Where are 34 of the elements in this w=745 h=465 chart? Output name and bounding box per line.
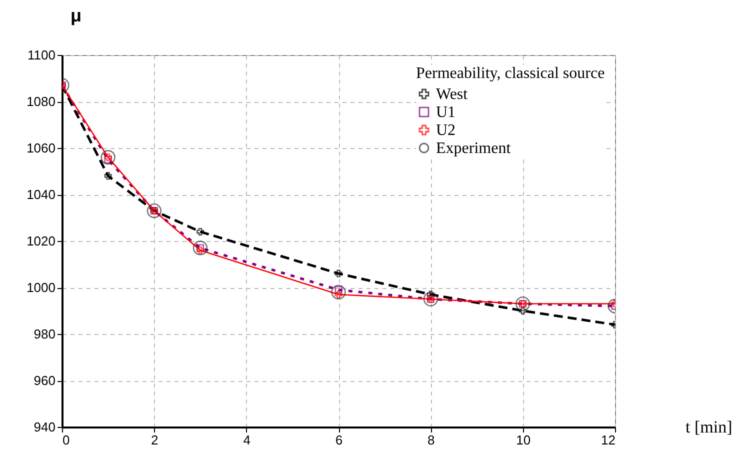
point: [146, 203, 162, 218]
point: [331, 284, 346, 300]
point: [519, 306, 527, 315]
legend-label: Experiment: [436, 140, 512, 157]
x-tick-label: 10: [516, 432, 531, 448]
legend-title: Permeability, classical source: [416, 65, 605, 82]
point: [196, 228, 204, 236]
point: [334, 270, 342, 278]
x-tick-label: 2: [151, 432, 158, 448]
point: [426, 290, 434, 298]
y-tick-label: 940: [34, 420, 56, 434]
x-tick-label: 0: [62, 432, 70, 448]
point: [192, 240, 208, 256]
x-tick-label: 6: [335, 432, 343, 448]
point: [104, 172, 112, 180]
y-tick-label: 1080: [26, 94, 56, 109]
y-tick-label: 1040: [26, 187, 56, 202]
y-tick-label: 1100: [28, 48, 56, 62]
legend-label: U1: [436, 104, 456, 121]
legend-label: U2: [436, 122, 456, 139]
y-tick-label: 980: [34, 326, 56, 342]
x-tick-label: 8: [428, 432, 435, 448]
x-axis-title: t [min]: [686, 418, 732, 436]
point: [423, 292, 438, 306]
y-axis-title: μ: [70, 6, 82, 26]
legend-label: West: [436, 86, 468, 103]
x-tick-label: 12: [601, 432, 616, 448]
y-tick-label: 1000: [26, 280, 56, 295]
y-tick-label: 1060: [26, 140, 56, 156]
point: [516, 296, 530, 312]
point: [100, 150, 116, 165]
x-tick-label: 4: [243, 432, 250, 448]
y-tick-label: 1020: [26, 234, 56, 248]
y-tick-label: 960: [34, 373, 56, 388]
